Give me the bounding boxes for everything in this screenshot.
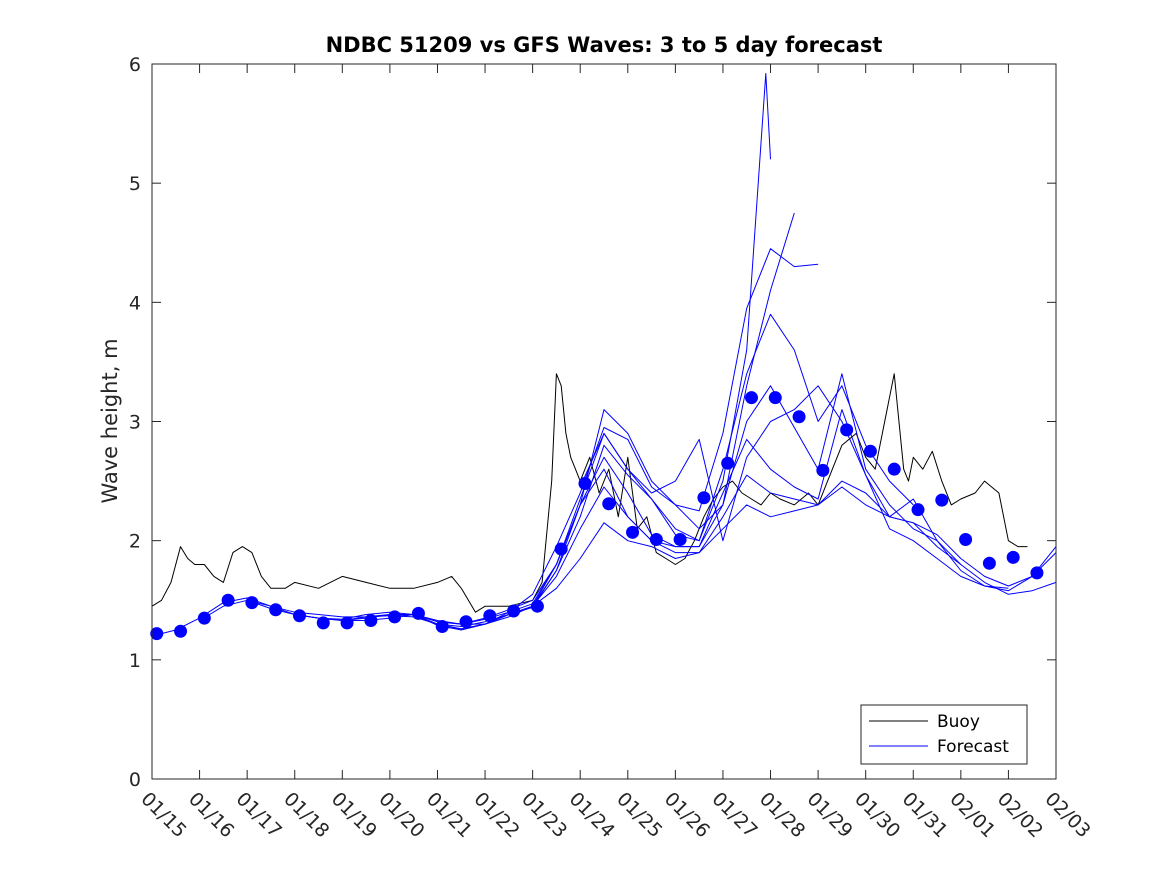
- forecast-point: [697, 491, 711, 505]
- legend-box: [860, 704, 1028, 765]
- y-tick-label: 0: [129, 769, 141, 791]
- series-line-forecast-run-g: [437, 474, 1057, 630]
- y-tick-label: 2: [129, 531, 141, 553]
- forecast-point: [959, 532, 973, 546]
- series-layer: [150, 73, 1057, 641]
- forecast-point: [935, 493, 949, 507]
- plot-area: [152, 64, 1056, 779]
- y-tick-label: 6: [129, 54, 141, 76]
- series-line-forecast-run-h: [532, 486, 1057, 607]
- series-line-forecast-run-e: [342, 373, 962, 627]
- series-line-forecast-run-i: [579, 385, 1057, 587]
- forecast-point: [887, 462, 901, 476]
- forecast-point: [1030, 566, 1044, 580]
- forecast-point: [840, 423, 854, 437]
- forecast-point: [150, 627, 164, 641]
- legend-buoy-label: Buoy: [937, 712, 980, 732]
- forecast-point: [316, 616, 330, 630]
- forecast-point: [174, 624, 188, 638]
- series-line-forecast-run-f: [389, 409, 1009, 631]
- y-tick-label: 5: [129, 173, 141, 195]
- y-tick-label: 3: [129, 412, 141, 434]
- forecast-point: [602, 497, 616, 511]
- series-line-buoy: [151, 373, 1028, 613]
- forecast-point: [768, 391, 782, 405]
- forecast-point: [245, 596, 259, 610]
- forecast-point: [911, 503, 925, 517]
- y-tick-label: 4: [129, 292, 141, 314]
- forecast-point: [626, 525, 640, 539]
- forecast-point: [744, 391, 758, 405]
- forecast-point: [982, 556, 996, 570]
- forecast-point: [792, 410, 806, 424]
- forecast-point: [578, 476, 592, 490]
- forecast-point: [221, 593, 235, 607]
- legend-forecast-label: Forecast: [937, 737, 1009, 757]
- forecast-point: [1006, 550, 1020, 564]
- y-tick-label: 1: [129, 650, 141, 672]
- chart-title: NDBC 51209 vs GFS Waves: 3 to 5 day fore…: [326, 33, 883, 57]
- forecast-point: [863, 444, 877, 458]
- legend: Buoy Forecast: [860, 704, 1028, 765]
- series-line-forecast-run-a: [151, 248, 819, 637]
- y-axis-label: Wave height, m: [98, 338, 122, 503]
